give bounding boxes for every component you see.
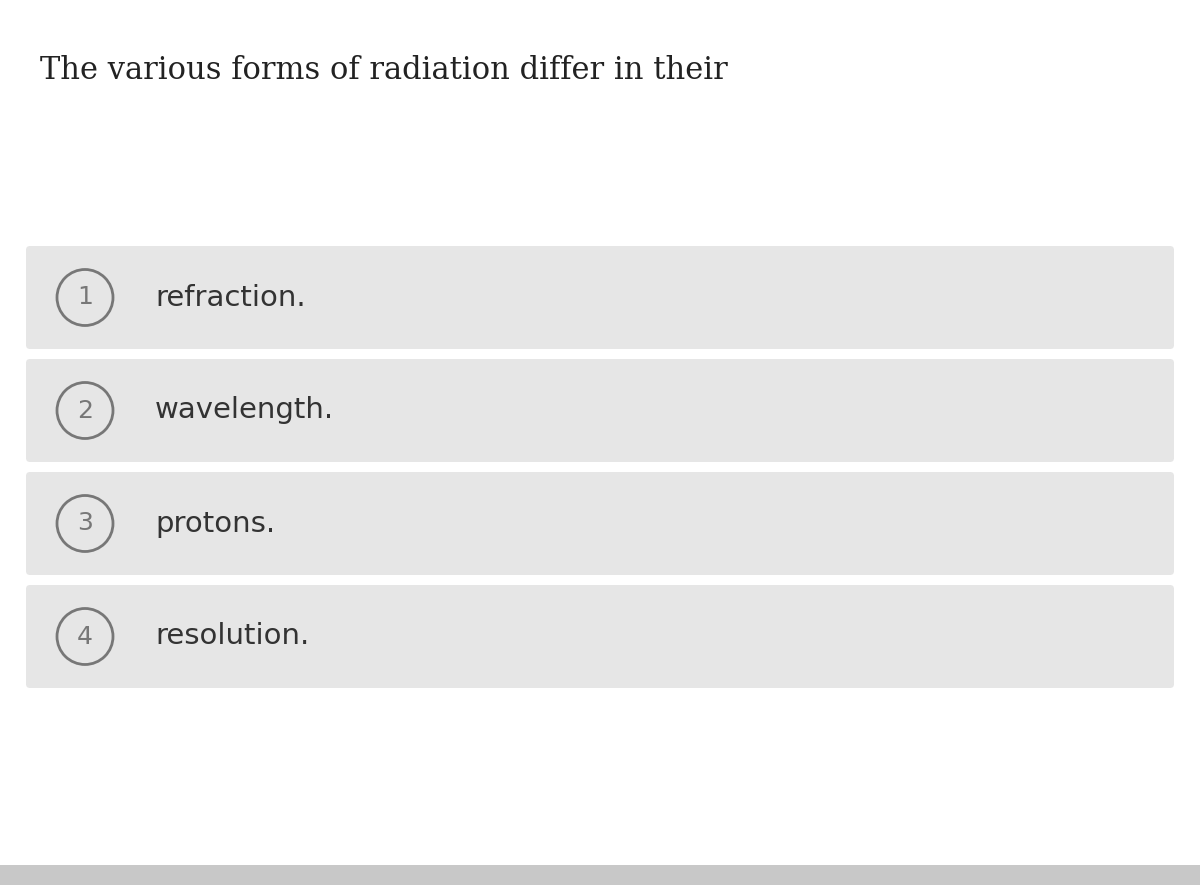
Text: 1: 1 bbox=[77, 286, 92, 310]
Text: The various forms of radiation differ in their: The various forms of radiation differ in… bbox=[40, 55, 727, 86]
FancyBboxPatch shape bbox=[26, 359, 1174, 462]
Text: 2: 2 bbox=[77, 398, 94, 422]
Circle shape bbox=[58, 382, 113, 438]
FancyBboxPatch shape bbox=[26, 472, 1174, 575]
Text: resolution.: resolution. bbox=[155, 622, 310, 650]
Circle shape bbox=[58, 496, 113, 551]
FancyBboxPatch shape bbox=[26, 585, 1174, 688]
Text: wavelength.: wavelength. bbox=[155, 396, 334, 425]
Text: 4: 4 bbox=[77, 625, 94, 649]
FancyBboxPatch shape bbox=[0, 865, 1200, 885]
Text: refraction.: refraction. bbox=[155, 283, 306, 312]
Text: protons.: protons. bbox=[155, 510, 275, 537]
Circle shape bbox=[58, 609, 113, 665]
FancyBboxPatch shape bbox=[26, 246, 1174, 349]
Circle shape bbox=[58, 270, 113, 326]
Text: 3: 3 bbox=[77, 512, 92, 535]
